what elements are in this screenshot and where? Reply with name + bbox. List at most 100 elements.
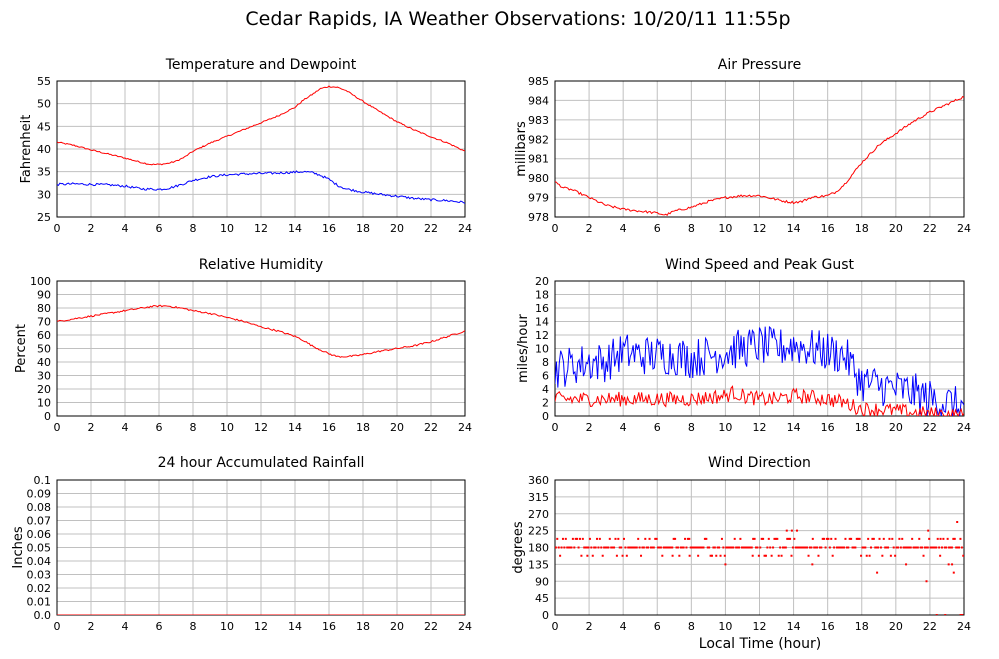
- scatter-point: [868, 554, 871, 557]
- x-tick-label: 4: [122, 222, 129, 235]
- scatter-point: [665, 546, 668, 549]
- x-tick-label: 0: [54, 222, 61, 235]
- x-tick-label: 20: [390, 620, 404, 633]
- scatter-point: [736, 546, 739, 549]
- plot-area: [555, 521, 964, 615]
- scatter-point: [950, 546, 953, 549]
- scatter-point: [773, 537, 776, 540]
- scatter-point: [569, 546, 572, 549]
- scatter-point: [625, 554, 628, 557]
- x-tick-label: 14: [288, 421, 302, 434]
- x-axis-label-wind-direction: Local Time (hour): [699, 636, 821, 652]
- chart-panel-wind_direction: 0 2 4 6 8 10 12 14 16 18 20 22 240459013518022527031…: [511, 455, 971, 633]
- scatter-point: [615, 554, 618, 557]
- scatter-point: [806, 546, 809, 549]
- scatter-point: [848, 537, 851, 540]
- y-tick-label: 18: [535, 289, 549, 302]
- scatter-point: [867, 537, 870, 540]
- scatter-point: [728, 546, 731, 549]
- scatter-point: [718, 546, 721, 549]
- x-tick-label: 8: [688, 421, 695, 434]
- scatter-point: [766, 546, 769, 549]
- scatter-point: [733, 537, 736, 540]
- x-tick-label: 22: [923, 222, 937, 235]
- x-tick-label: 2: [586, 620, 593, 633]
- scatter-point: [786, 537, 789, 540]
- y-tick-label: 980: [528, 172, 549, 185]
- scatter-point: [567, 546, 570, 549]
- scatter-point: [655, 537, 658, 540]
- y-axis-label: millibars: [514, 121, 529, 177]
- scatter-point: [645, 546, 648, 549]
- scatter-point: [834, 537, 837, 540]
- scatter-point: [860, 554, 863, 557]
- plot-frame: [56, 80, 466, 218]
- scatter-point: [845, 546, 848, 549]
- y-tick-label: 2: [542, 397, 549, 410]
- scatter-point: [878, 537, 881, 540]
- x-tick-label: 18: [356, 421, 370, 434]
- scatter-point: [698, 546, 701, 549]
- scatter-point: [875, 546, 878, 549]
- scatter-point: [699, 546, 702, 549]
- scatter-point: [581, 537, 584, 540]
- x-tick-label: 12: [753, 620, 767, 633]
- scatter-point: [939, 537, 942, 540]
- scatter-point: [862, 546, 865, 549]
- scatter-point: [644, 537, 647, 540]
- scatter-point: [885, 546, 888, 549]
- scatter-point: [657, 546, 660, 549]
- scatter-point: [723, 554, 726, 557]
- scatter-point: [844, 537, 847, 540]
- scatter-point: [597, 546, 600, 549]
- x-tick-label: 24: [458, 421, 472, 434]
- scatter-point: [681, 546, 684, 549]
- chart-title: Air Pressure: [718, 57, 801, 73]
- scatter-point: [607, 546, 610, 549]
- scatter-point: [570, 546, 573, 549]
- scatter-point: [732, 546, 735, 549]
- y-tick-label: 6: [542, 370, 549, 383]
- scatter-point: [555, 546, 557, 549]
- scatter-point: [726, 546, 729, 549]
- plot-frame: [554, 280, 965, 417]
- scatter-point: [747, 546, 750, 549]
- scatter-point: [820, 546, 823, 549]
- scatter-point: [586, 554, 589, 557]
- x-tick-label: 16: [322, 421, 336, 434]
- scatter-point: [672, 537, 675, 540]
- scatter-point: [879, 546, 882, 549]
- y-axis-label: Percent: [14, 324, 29, 373]
- y-tick-label: 90: [37, 289, 51, 302]
- x-tick-label: 2: [586, 421, 593, 434]
- scatter-point: [769, 546, 772, 549]
- scatter-point: [925, 580, 928, 583]
- scatter-point: [774, 537, 777, 540]
- y-tick-label: 40: [37, 143, 51, 156]
- y-tick-label: 55: [37, 75, 51, 88]
- scatter-point: [716, 546, 719, 549]
- scatter-point: [795, 529, 798, 532]
- scatter-point: [835, 546, 838, 549]
- x-tick-label: 14: [288, 222, 302, 235]
- scatter-point: [884, 546, 887, 549]
- y-tick-label: 0: [44, 410, 51, 423]
- scatter-point: [823, 537, 826, 540]
- y-axis-label: Fahrenheit: [19, 115, 34, 184]
- scatter-point: [915, 546, 918, 549]
- scatter-point: [711, 554, 714, 557]
- scatter-point: [881, 554, 884, 557]
- scatter-point: [658, 546, 661, 549]
- scatter-point: [781, 546, 784, 549]
- scatter-point: [813, 546, 816, 549]
- y-tick-label: 20: [37, 383, 51, 396]
- scatter-point: [837, 546, 840, 549]
- scatter-point: [865, 554, 868, 557]
- series-line-1: [555, 385, 964, 416]
- scatter-point: [659, 546, 662, 549]
- scatter-point: [843, 546, 846, 549]
- scatter-point: [764, 554, 767, 557]
- scatter-point: [872, 537, 875, 540]
- scatter-point: [808, 546, 811, 549]
- scatter-point: [790, 554, 793, 557]
